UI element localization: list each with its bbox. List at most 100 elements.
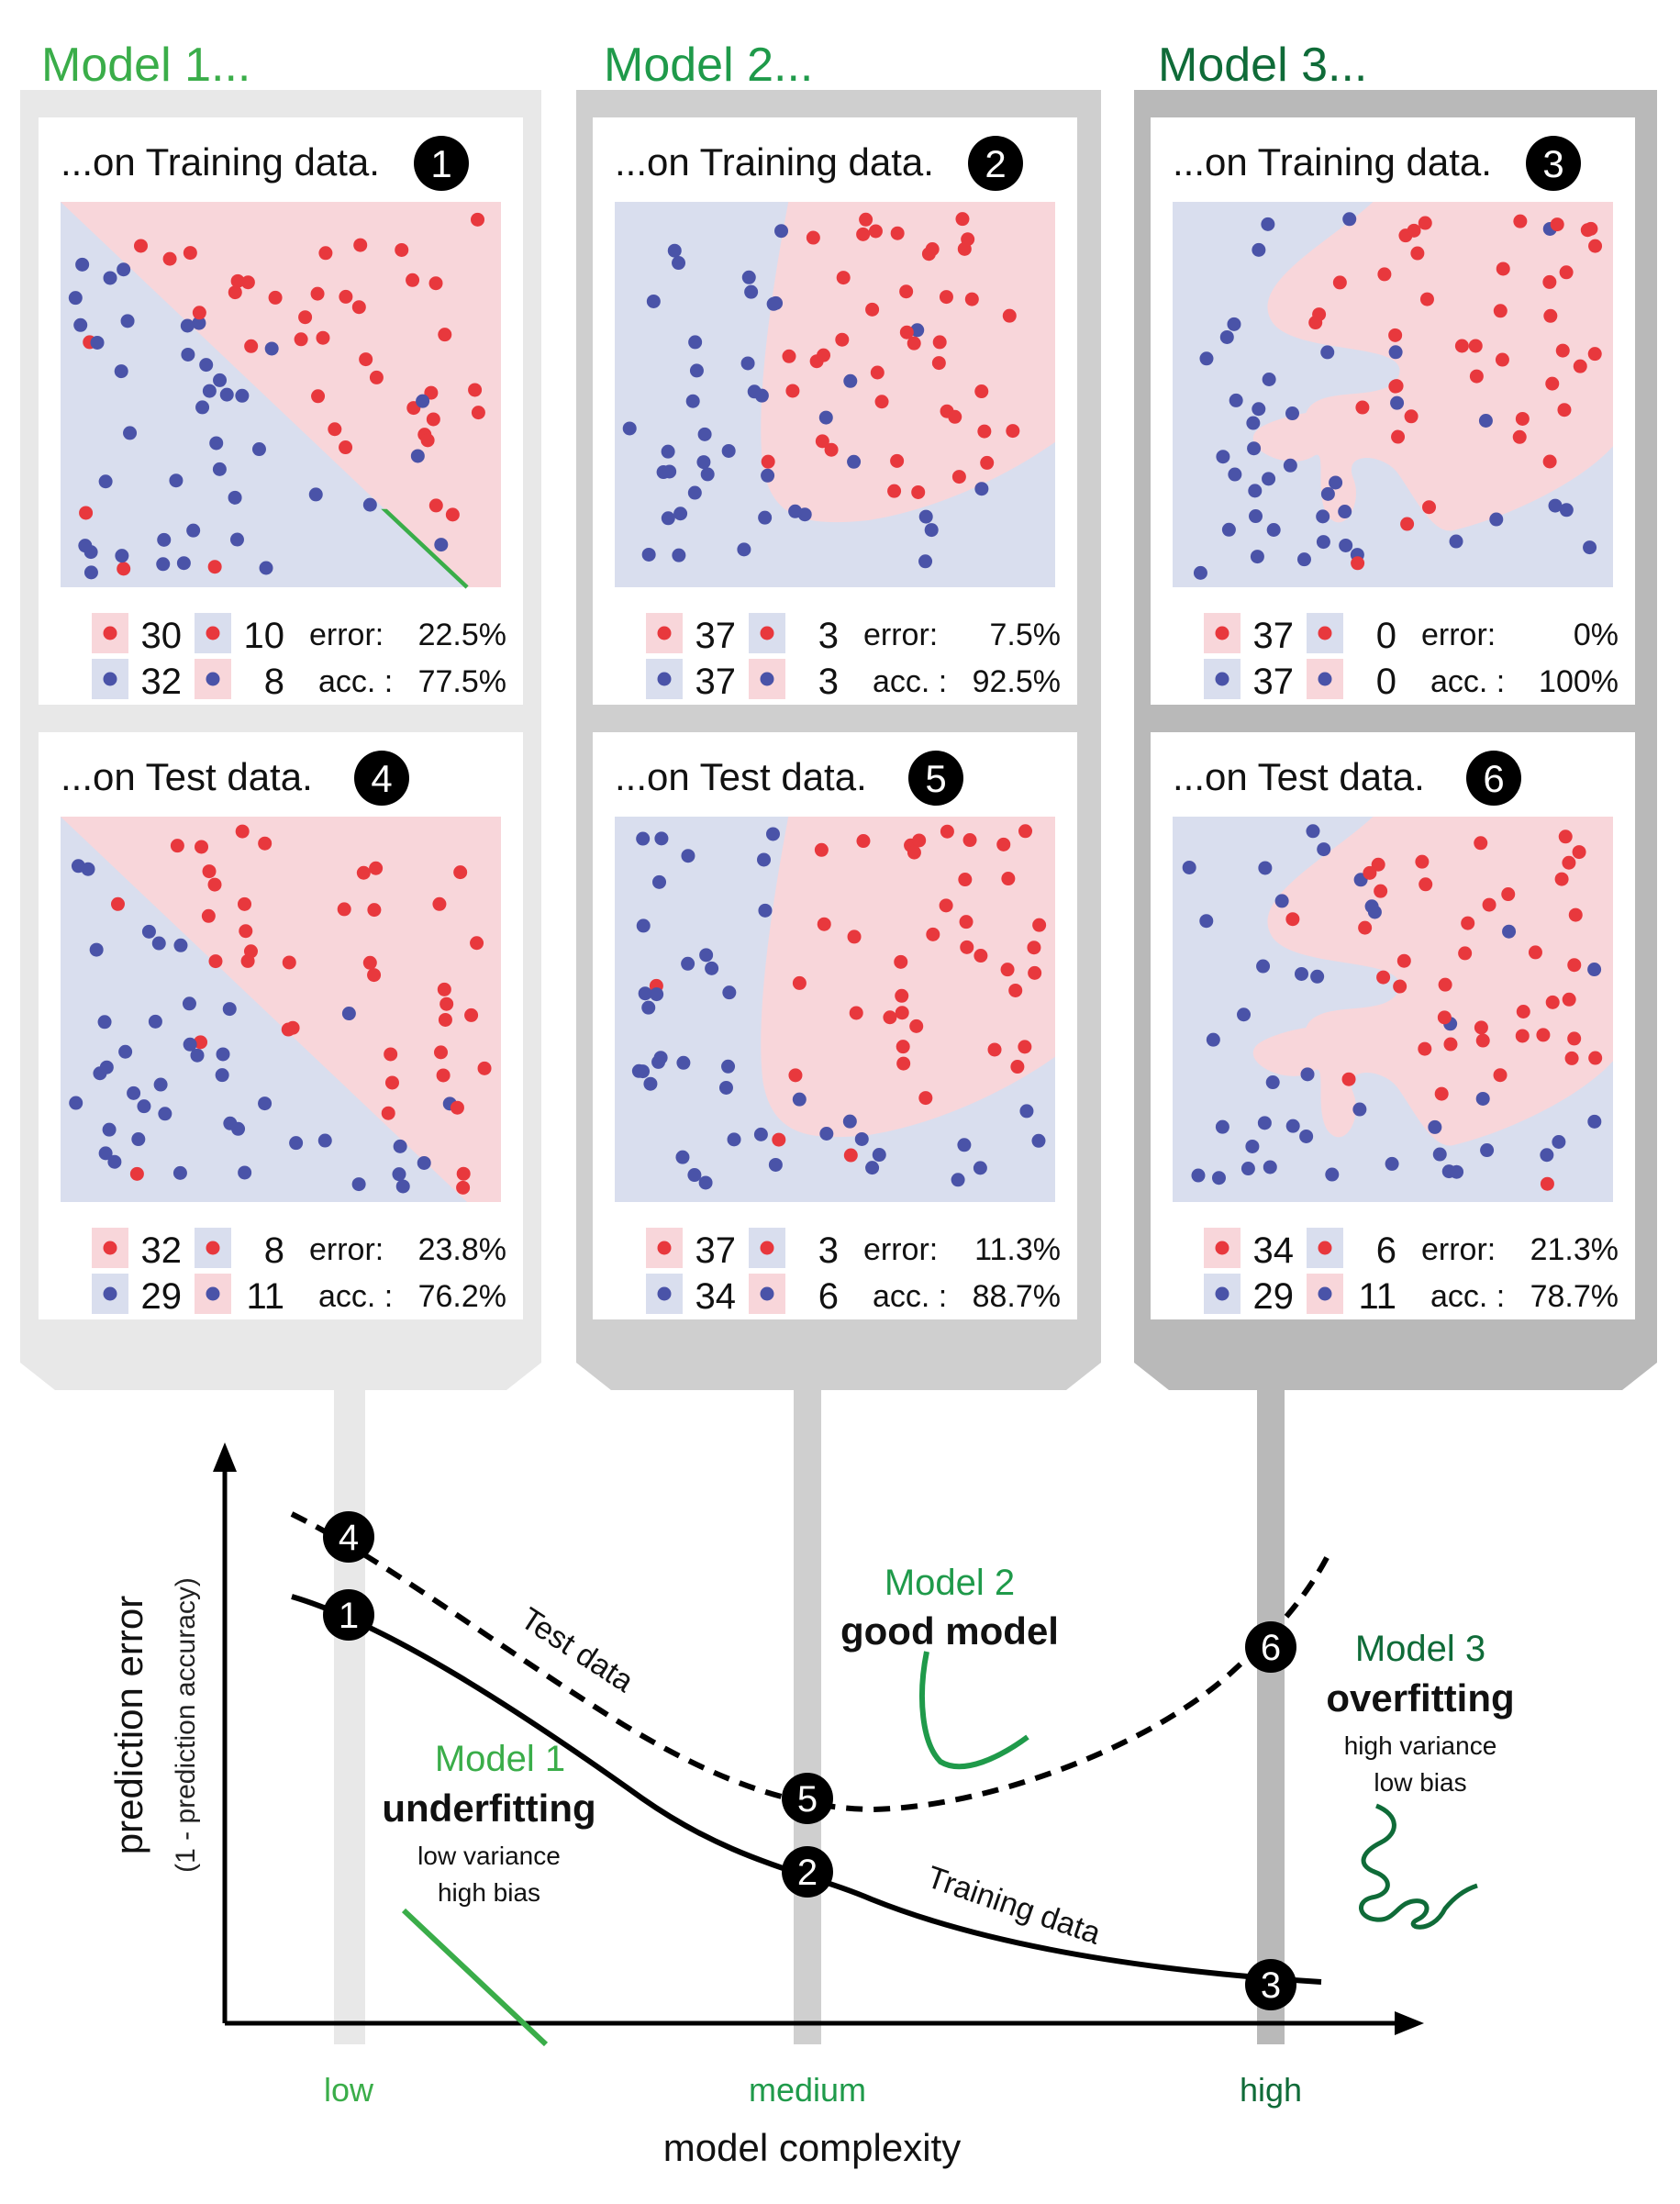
- red-point: [192, 306, 206, 320]
- blue-point: [229, 532, 244, 547]
- red-point: [1418, 1041, 1432, 1056]
- red-point: [1469, 369, 1484, 384]
- blue-point: [1250, 550, 1264, 564]
- red-point: [849, 1006, 863, 1020]
- x-axis-label: model complexity: [663, 2126, 961, 2169]
- red-class-region: [61, 817, 501, 1202]
- blue-point: [636, 831, 651, 846]
- blue-point: [259, 561, 273, 575]
- svg-text:2: 2: [797, 1853, 818, 1893]
- blue-point: [1199, 351, 1214, 366]
- red-point: [1475, 1033, 1490, 1048]
- blue-point: [1583, 540, 1597, 555]
- red-point: [835, 332, 850, 347]
- blue-point: [1552, 1135, 1566, 1150]
- red-point: [1391, 429, 1406, 444]
- red-point: [955, 212, 970, 227]
- red-point: [471, 406, 485, 420]
- blue-point: [788, 504, 803, 518]
- blue-point: [721, 1059, 736, 1074]
- blue-point: [1310, 969, 1325, 984]
- blue-point: [264, 341, 279, 356]
- red-point: [1018, 824, 1033, 839]
- red-point: [1516, 1005, 1530, 1019]
- red-point: [356, 865, 371, 880]
- blue-point: [699, 948, 714, 963]
- blue-point: [1199, 914, 1214, 929]
- svg-text:5: 5: [925, 757, 946, 800]
- blue-point: [238, 1165, 252, 1180]
- data-points: [68, 212, 485, 580]
- panel-train-model-1: ...on Training data. 1 30 10 32 8 error: 22.5% a…: [39, 117, 523, 705]
- blue-point: [700, 467, 715, 482]
- confusion-counts: 30 10 32 8 error: 22.5% acc. : 77.5%: [92, 613, 506, 702]
- red-point: [761, 454, 775, 469]
- blue-point: [1257, 1116, 1272, 1130]
- confusion-count: 29: [1253, 1276, 1295, 1317]
- test-error-curve: [290, 1511, 1333, 1813]
- blue-point: [103, 271, 117, 285]
- red-point: [792, 975, 807, 990]
- red-point: [959, 915, 974, 929]
- red-point: [1443, 1037, 1458, 1052]
- red-point: [931, 356, 946, 371]
- blue-point: [1252, 242, 1266, 257]
- red-point: [456, 1166, 471, 1181]
- blue-point: [195, 400, 210, 415]
- panel-heading: ...on Training data.: [1173, 140, 1492, 184]
- blue-point: [83, 565, 98, 580]
- red-point: [194, 1035, 208, 1050]
- blue-point: [1294, 966, 1308, 981]
- blue-point: [1019, 1104, 1034, 1119]
- red-point: [1437, 1010, 1452, 1025]
- red-point: [1419, 292, 1434, 306]
- blue-point: [199, 358, 214, 373]
- blue-point: [1316, 535, 1330, 550]
- blue-point: [698, 1175, 713, 1190]
- red-point: [1374, 884, 1388, 898]
- red-point: [1363, 865, 1377, 880]
- blue-point: [1249, 509, 1263, 524]
- red-point: [367, 903, 382, 918]
- red-point: [987, 1042, 1002, 1057]
- red-point: [815, 434, 829, 449]
- x-tick-medium: medium: [749, 2071, 866, 2109]
- model1-linear-icon: [401, 1908, 549, 2047]
- red-point: [1536, 1028, 1551, 1042]
- blue-point: [123, 426, 138, 440]
- blue-point: [1449, 534, 1463, 549]
- blue-point: [1241, 1162, 1255, 1176]
- red-point: [912, 833, 927, 848]
- red-class-region: [761, 817, 1055, 1138]
- red-point: [895, 1006, 909, 1020]
- blue-point: [73, 317, 88, 332]
- red-point: [1587, 347, 1602, 362]
- blue-point: [650, 987, 664, 1002]
- blue-point: [636, 918, 651, 933]
- blue-point: [1316, 509, 1330, 524]
- panel-number-badge: 5: [908, 751, 963, 806]
- blue-point: [117, 262, 131, 277]
- red-point: [939, 898, 953, 913]
- blue-point: [1191, 1168, 1206, 1183]
- red-point: [939, 290, 953, 305]
- red-point: [1400, 517, 1415, 531]
- red-point: [974, 384, 989, 399]
- accuracy-value: 88.7%: [973, 1279, 1061, 1314]
- red-point: [384, 1047, 398, 1062]
- blue-point: [847, 454, 862, 469]
- red-point: [1002, 308, 1017, 323]
- model3-line1: high variance: [1344, 1731, 1497, 1760]
- blue-point: [722, 985, 737, 1000]
- error-label: error:: [863, 1232, 938, 1267]
- red-point: [870, 365, 885, 380]
- blue-point: [258, 1096, 273, 1111]
- accuracy-value: 76.2%: [418, 1279, 506, 1314]
- blue-point: [417, 1155, 431, 1170]
- blue-point: [1502, 924, 1517, 939]
- blue-point: [676, 1055, 691, 1070]
- panel-train-model-3: ...on Training data. 3 37 0 37 0 error: 0% acc. …: [1151, 117, 1635, 705]
- red-point: [207, 560, 222, 574]
- red-point: [865, 302, 880, 317]
- red-point: [1493, 1068, 1508, 1083]
